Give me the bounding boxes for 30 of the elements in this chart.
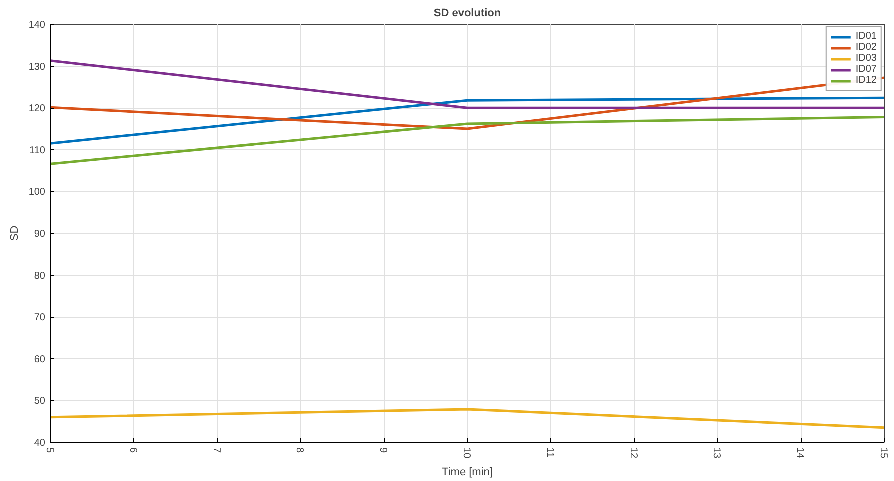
y-tick-label: 70 xyxy=(34,312,46,324)
x-tick-label: 5 xyxy=(44,448,55,454)
y-tick-label: 130 xyxy=(28,62,46,73)
x-tick-label: 9 xyxy=(378,448,389,454)
legend-label: ID12 xyxy=(856,75,877,86)
y-tick-label: 80 xyxy=(34,270,46,282)
y-tick-label: 110 xyxy=(30,145,46,156)
y-tick-label: 50 xyxy=(34,396,46,408)
x-tick-label: 6 xyxy=(127,448,138,454)
legend-label: ID03 xyxy=(856,53,877,64)
y-tick-label: 90 xyxy=(34,229,46,240)
y-tick-label: 60 xyxy=(34,354,46,366)
x-tick-label: 11 xyxy=(544,448,556,458)
x-tick-label: 15 xyxy=(878,448,889,460)
legend-label: ID07 xyxy=(856,64,877,75)
legend-label: ID02 xyxy=(856,42,877,53)
y-tick-label: 100 xyxy=(28,187,46,198)
y-axis-title: SD xyxy=(8,226,21,242)
chart-title: SD evolution xyxy=(434,8,502,20)
x-tick-label: 14 xyxy=(794,448,806,460)
x-tick-label: 13 xyxy=(711,448,722,460)
y-tick-label: 140 xyxy=(28,20,46,31)
legend-label: ID01 xyxy=(856,31,877,42)
y-tick-label: 120 xyxy=(28,104,46,115)
x-axis-title: Time [min] xyxy=(442,466,493,479)
x-tick-label: 7 xyxy=(210,448,222,454)
x-tick-label: 8 xyxy=(294,448,306,454)
y-tick-label: 40 xyxy=(34,438,46,449)
x-tick-label: 12 xyxy=(628,448,639,460)
x-tick-label: 10 xyxy=(461,448,472,460)
